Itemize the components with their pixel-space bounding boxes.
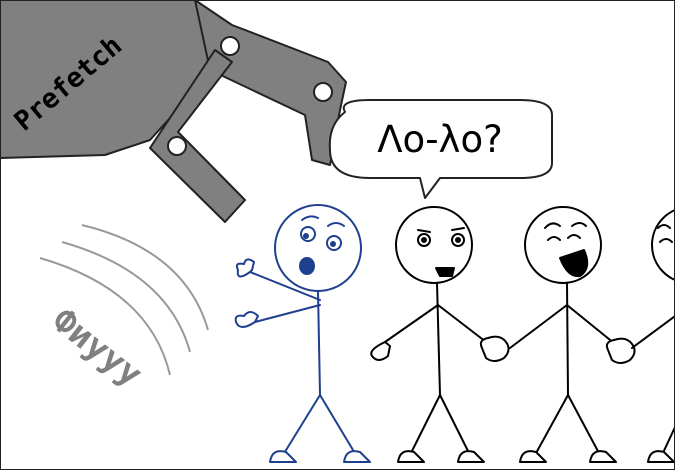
motion-line (39, 257, 171, 376)
figure-eye (326, 235, 342, 251)
figure-mouth (435, 267, 455, 277)
figure-arm (384, 304, 439, 343)
figure-arm (631, 314, 675, 349)
figure-eye (421, 237, 427, 243)
figure-mouth (559, 249, 589, 278)
startled-blue-figure (234, 204, 371, 463)
figure-hand (234, 311, 259, 328)
figure-foot (589, 450, 617, 463)
figure-brow (544, 222, 561, 229)
figure-eye (330, 241, 336, 247)
figure-eye (567, 234, 581, 239)
figure-foot (343, 450, 371, 463)
speech-bubble-shape (328, 99, 553, 199)
figure-arm (249, 271, 321, 301)
figure-leg (534, 394, 569, 456)
figure-foot (269, 450, 297, 463)
figure-head (524, 206, 602, 284)
figure-eye (451, 233, 465, 247)
figure-arm (509, 304, 568, 349)
figure-eye (417, 233, 431, 247)
figure-foot (519, 450, 547, 463)
prefetch-claw: Prefetch (0, 0, 347, 223)
figure-foot (647, 450, 675, 463)
motion-line (61, 241, 191, 353)
speaking-figure (370, 206, 491, 463)
partial-figure (631, 209, 675, 463)
figure-head (651, 209, 675, 281)
claw-finger (149, 49, 246, 223)
figure-mouth (299, 257, 315, 275)
figure-leg (567, 394, 601, 456)
figure-leg (282, 394, 321, 456)
figure-leg (439, 394, 471, 456)
shouting-figure (509, 206, 621, 463)
sound-effect-text: Фиууу (44, 301, 149, 396)
speech-bubble-text: Λο-λο? (377, 118, 502, 161)
joined-hands (479, 335, 510, 362)
claw-body (0, 0, 226, 159)
motion-lines (39, 224, 209, 376)
claw-rivet (220, 36, 240, 56)
figure-brow (327, 222, 345, 227)
figure-brow (417, 229, 431, 233)
speech-bubble: Λο-λο? (328, 99, 553, 199)
joined-hands (605, 337, 636, 364)
figure-eye (300, 226, 316, 242)
figure-leg (661, 424, 675, 456)
figure-leg (409, 394, 441, 456)
figure-arm (254, 304, 321, 323)
figure-hand (370, 341, 391, 361)
figure-leg (319, 394, 357, 456)
figure-foot (457, 450, 485, 463)
figure-foot (397, 450, 425, 463)
figure-eye (303, 233, 309, 239)
figure-body (317, 290, 321, 396)
figure-eye (659, 238, 673, 243)
figure-body (566, 282, 569, 396)
motion-line (81, 224, 209, 331)
claw-rivet (313, 82, 333, 102)
figure-head (395, 206, 473, 284)
figure-brow (571, 222, 587, 227)
figure-brow (657, 224, 671, 229)
claw-rivet (167, 136, 187, 156)
figure-brow (301, 215, 319, 221)
figure-eye (547, 236, 561, 241)
figure-eye (455, 237, 461, 243)
figure-arm (437, 304, 491, 346)
figure-body (436, 282, 441, 396)
figure-hand (235, 258, 255, 278)
figure-brow (451, 227, 465, 231)
